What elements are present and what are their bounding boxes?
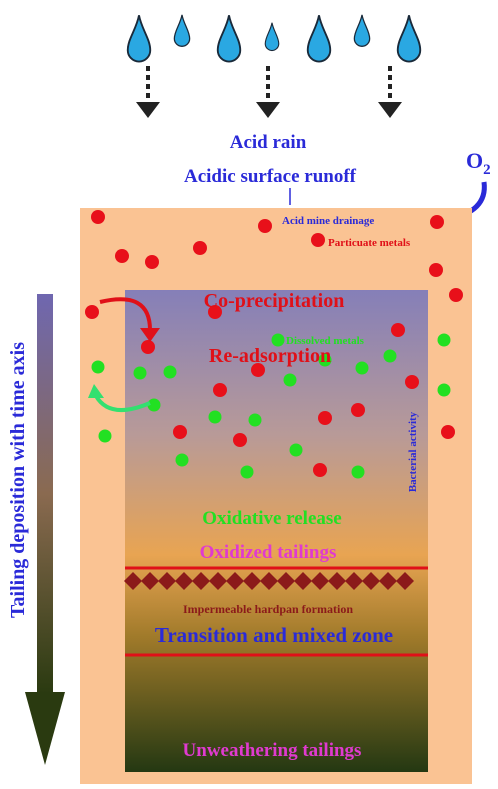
diagram: Acid rain Acidic surface runoff O2 Acid … (0, 0, 498, 789)
hardpan-label: Impermeable hardpan formation (183, 602, 353, 616)
rain-label: Acid rain (230, 132, 307, 153)
unweathering-label: Unweathering tailings (183, 740, 362, 761)
time-axis-head (25, 692, 65, 765)
transition-label: Transition and mixed zone (155, 623, 393, 647)
oxidized-label: Oxidized tailings (200, 542, 337, 563)
rain-arrowheads (136, 102, 402, 118)
runoff-label: Acidic surface runoff (184, 166, 357, 187)
raindrops (128, 15, 421, 62)
time-axis-shaft (37, 294, 53, 694)
particulate-label: Particuate metals (328, 237, 411, 249)
bacterial-label: Bacterial activity (407, 411, 419, 492)
time-axis-label: Tailing deposition with time axis (7, 342, 29, 618)
readsorption-label: Re-adsorption (209, 345, 331, 367)
rain-arrows (148, 66, 390, 104)
oxidative-label: Oxidative release (202, 508, 341, 529)
amd-label: Acid mine drainage (282, 215, 374, 227)
coprecipitation-label: Co-precipitation (204, 290, 345, 312)
hardpan-diamonds (124, 572, 414, 590)
oxygen-label: O2 (466, 148, 491, 178)
